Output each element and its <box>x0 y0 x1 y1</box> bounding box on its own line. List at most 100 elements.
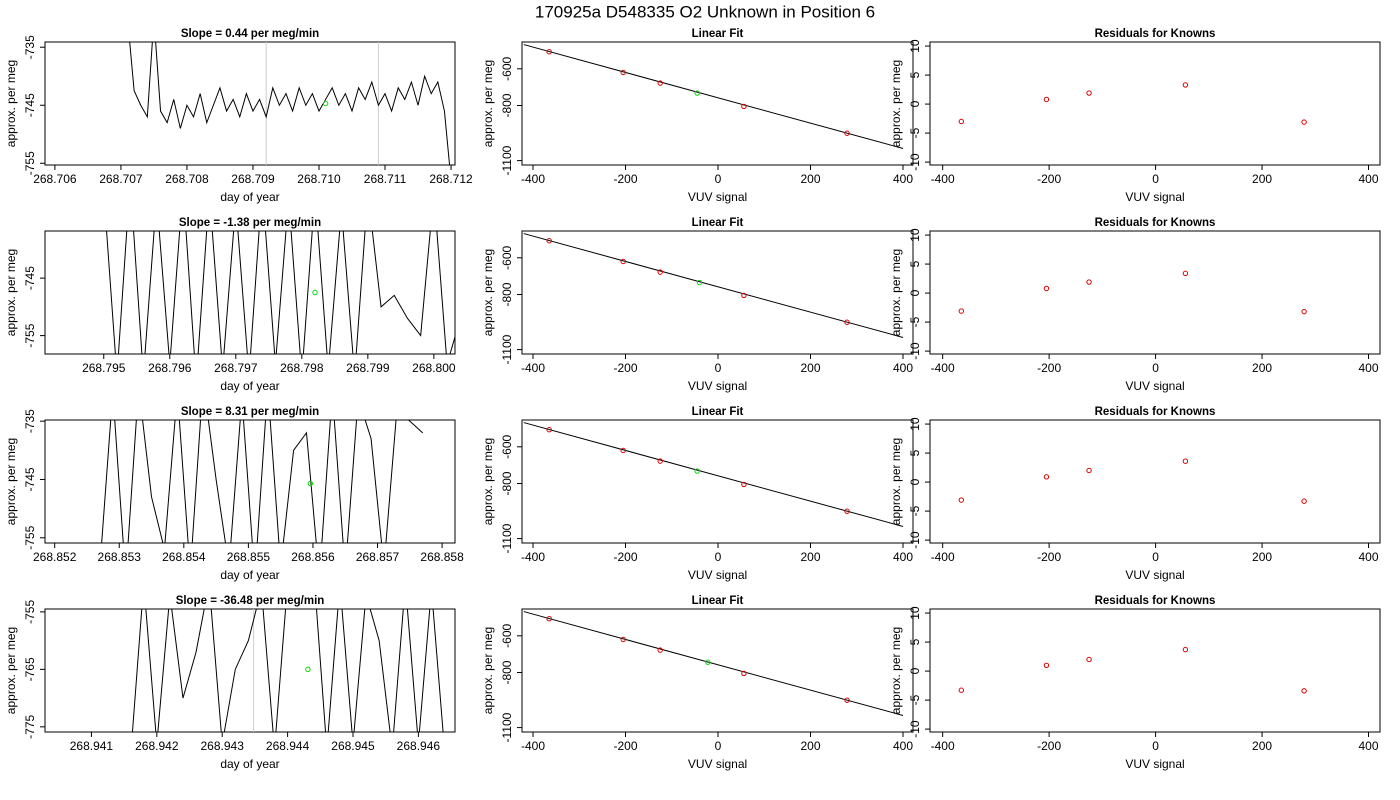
data-point <box>958 308 964 314</box>
x-tick-label: 200 <box>1252 550 1272 564</box>
x-tick-label: -200 <box>1037 739 1061 753</box>
x-tick-label: 0 <box>1152 550 1159 564</box>
x-tick-label: 400 <box>1358 172 1378 186</box>
data-point <box>1301 688 1307 694</box>
y-axis-label: approx. per meg <box>4 249 18 336</box>
x-tick-label: 400 <box>1358 550 1378 564</box>
panel-title: Slope = 0.44 per meg/min <box>181 28 319 40</box>
data-point <box>1086 279 1092 285</box>
plot-frame <box>521 41 914 166</box>
unknown-point <box>705 659 711 665</box>
data-point <box>620 258 626 265</box>
data-point <box>1086 467 1092 474</box>
data-point <box>1301 498 1307 504</box>
x-tick-label: 268.855 <box>227 550 271 564</box>
x-tick-label: 268.942 <box>135 739 179 753</box>
unknown-point <box>307 480 314 487</box>
y-tick-label: -800 <box>500 660 514 684</box>
x-tick-label: 200 <box>800 739 820 753</box>
y-tick-label: -10 <box>908 720 922 738</box>
y-tick-label: 0 <box>908 100 922 107</box>
y-tick-label: -765 <box>23 657 37 681</box>
x-tick-label: 268.800 <box>412 361 456 375</box>
data-point <box>1301 119 1307 125</box>
data-point <box>620 447 626 454</box>
x-tick-label: 268.799 <box>346 361 390 375</box>
x-tick-label: 268.797 <box>214 361 258 375</box>
x-tick-label: 268.709 <box>231 172 275 186</box>
x-tick-label: 400 <box>1358 361 1378 375</box>
x-axis-label: VUV signal <box>688 757 747 771</box>
y-tick-label: -600 <box>500 56 514 80</box>
y-tick-label: -755 <box>23 600 37 624</box>
x-tick-label: 268.795 <box>82 361 126 375</box>
x-tick-label: -200 <box>1037 361 1061 375</box>
data-point <box>741 481 747 488</box>
y-axis-label: approx. per meg <box>4 627 18 714</box>
panel-title: Linear Fit <box>692 595 744 607</box>
data-point <box>844 130 850 136</box>
data-line <box>129 42 451 165</box>
plot-frame <box>929 608 1381 733</box>
plot-frame <box>929 419 1381 544</box>
y-tick-label: -600 <box>500 245 514 269</box>
x-tick-label: 268.854 <box>162 550 206 564</box>
x-tick-label: 200 <box>1252 361 1272 375</box>
unknown-point <box>694 468 700 474</box>
plot-area <box>523 611 904 716</box>
y-tick-label: 0 <box>908 478 922 485</box>
data-line <box>315 609 444 732</box>
plot-area <box>106 231 455 354</box>
y-axis-label: approx. per meg <box>481 60 495 147</box>
x-tick-label: 268.858 <box>420 550 464 564</box>
data-point <box>657 269 663 275</box>
unknown-point <box>696 279 703 286</box>
x-axis-label: day of year <box>220 379 279 393</box>
x-tick-label: 200 <box>1252 739 1272 753</box>
y-tick-label: 10 <box>908 39 922 53</box>
y-tick-label: -600 <box>500 623 514 647</box>
x-tick-label: 268.943 <box>201 739 245 753</box>
x-tick-label: -400 <box>521 361 545 375</box>
x-tick-label: 0 <box>1152 361 1159 375</box>
y-tick-label: -735 <box>23 409 37 433</box>
x-tick-label: 400 <box>1358 739 1378 753</box>
panel-title: Slope = -1.38 per meg/min <box>179 217 321 229</box>
x-tick-label: 400 <box>893 361 913 375</box>
plot-frame <box>44 230 456 355</box>
data-point <box>958 118 964 125</box>
data-point <box>657 458 663 464</box>
x-tick-label: 200 <box>800 361 820 375</box>
data-point <box>1043 474 1050 480</box>
panel-title: Residuals for Knowns <box>1095 28 1216 40</box>
y-tick-label: -1100 <box>500 145 514 175</box>
y-tick-label: -800 <box>500 471 514 495</box>
y-tick-label: -600 <box>500 434 514 458</box>
x-axis-label: VUV signal <box>688 190 747 204</box>
y-tick-label: 10 <box>908 228 922 242</box>
x-tick-label: 268.798 <box>280 361 324 375</box>
data-point <box>1043 662 1050 668</box>
y-tick-label: 10 <box>908 606 922 620</box>
x-axis-label: day of year <box>220 190 279 204</box>
y-tick-label: 10 <box>908 417 922 431</box>
x-tick-label: 400 <box>893 172 913 186</box>
data-point <box>657 80 663 86</box>
unknown-point <box>305 666 311 673</box>
plot-area <box>129 42 451 165</box>
plot-area <box>101 420 424 543</box>
x-axis-label: VUV signal <box>1125 757 1184 771</box>
y-tick-label: -5 <box>908 694 922 705</box>
plot-area <box>958 646 1307 694</box>
x-tick-label: -400 <box>931 739 955 753</box>
y-tick-label: -5 <box>908 505 922 516</box>
x-tick-label: 200 <box>800 550 820 564</box>
panel-title: Slope = -36.48 per meg/min <box>176 595 325 607</box>
y-tick-label: -755 <box>23 525 37 549</box>
y-tick-label: 5 <box>908 449 922 456</box>
plot-area <box>523 233 904 338</box>
x-tick-label: 268.706 <box>33 172 77 186</box>
data-line <box>106 231 455 354</box>
y-axis-label: approx. per meg <box>481 438 495 525</box>
